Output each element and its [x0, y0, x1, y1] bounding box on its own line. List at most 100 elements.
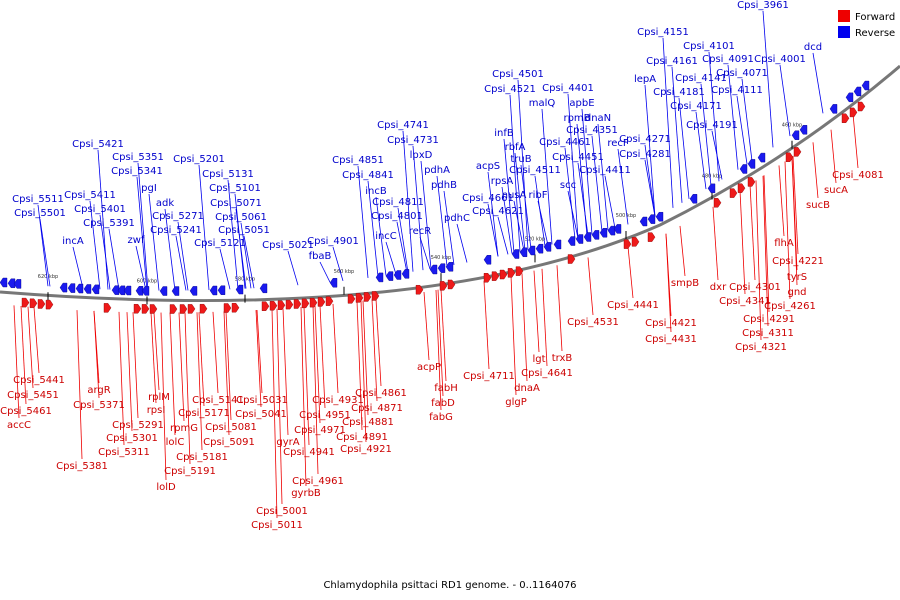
gene-label-forward: Cpsi_5451 [7, 390, 59, 401]
leader-line [708, 51, 720, 182]
gene-label-reverse: Cpsi_4101 [683, 41, 735, 52]
forward-gene-arrow [179, 304, 188, 314]
reverse-gene-arrow [429, 264, 438, 275]
gene-label-forward: Cpsi_5141 [192, 395, 244, 406]
leader-line [300, 306, 307, 487]
reverse-gene-arrow [527, 245, 536, 256]
forward-gene-arrow [499, 269, 508, 280]
leader-line [72, 246, 84, 289]
leader-line [240, 222, 252, 289]
leader-line [564, 147, 576, 239]
gene-label-forward: Cpsi_4971 [294, 425, 346, 436]
gene-label-reverse: Cpsi_4811 [372, 197, 424, 208]
forward-gene-arrow [785, 152, 794, 162]
legend-reverse-swatch [838, 26, 850, 38]
gene-label-reverse: lepA [634, 74, 656, 85]
reverse-gene-arrow [583, 232, 592, 242]
reverse-gene-arrow [83, 284, 92, 294]
leader-line [510, 275, 517, 396]
leader-line [591, 135, 603, 232]
leader-line [256, 309, 263, 394]
forward-gene-arrow [857, 101, 866, 112]
leader-line [779, 64, 791, 137]
forward-gene-arrow [623, 239, 632, 249]
reverse-gene-arrow [117, 285, 126, 296]
gene-label-reverse: Cpsi_4411 [579, 165, 631, 176]
gene-label-forward: Cpsi_5181 [176, 452, 228, 463]
leader-line [184, 312, 191, 465]
leader-line [830, 129, 837, 184]
leader-line [763, 175, 770, 313]
gene-label-reverse: recF [607, 138, 629, 149]
kbp-label: 620 kbp [38, 274, 58, 280]
gene-label-reverse: Cpsi_5511 [12, 194, 64, 205]
forward-gene-arrow [355, 293, 364, 303]
leader-line [371, 299, 378, 402]
leader-line [712, 206, 719, 281]
forward-gene-arrow [223, 303, 232, 313]
genome-caption: Chlamydophila psittaci RD1 genome. - 0..… [323, 580, 576, 591]
forward-gene-arrow [169, 304, 178, 314]
gene-label-forward: gyrA [276, 437, 299, 448]
gene-label-reverse: Cpsi_5051 [218, 225, 270, 236]
genome-backbone [0, 64, 900, 303]
leader-line [227, 179, 239, 290]
reverse-gene-arrow [159, 286, 168, 296]
gene-label-reverse: infB [494, 128, 514, 139]
leader-line [567, 93, 579, 239]
gene-label-reverse: Cpsi_4511 [509, 165, 561, 176]
gene-label-reverse: Cpsi_4171 [670, 101, 722, 112]
leader-line [487, 171, 499, 257]
gene-label-reverse: Cpsi_4091 [702, 54, 754, 65]
leader-line [852, 113, 859, 169]
gene-label-reverse: Cpsi_5401 [74, 204, 126, 215]
reverse-gene-arrow [791, 130, 800, 140]
gene-label-forward: gyrbB [291, 488, 321, 499]
leader-line [792, 156, 799, 255]
gene-label-forward: accC [7, 420, 31, 431]
legend-forward-swatch [838, 10, 850, 22]
gene-label-reverse: dnaN [585, 113, 611, 124]
leader-lines [13, 10, 859, 519]
leader-line [219, 248, 231, 290]
leader-line [644, 84, 656, 217]
leader-line [20, 306, 27, 405]
gene-label-forward: Cpsi_4861 [355, 388, 407, 399]
reverse-gene-arrow [385, 271, 394, 281]
leader-line [487, 203, 499, 257]
forward-gene-arrow [631, 237, 640, 247]
forward-gene-arrow [317, 297, 326, 307]
gene-label-forward: rpsI [147, 405, 166, 416]
gene-label-reverse: Cpsi_4731 [387, 135, 439, 146]
gene-label-forward: Cpsi_4881 [342, 417, 394, 428]
gene-label-forward: Cpsi_4891 [336, 432, 388, 443]
kbp-label: 520 kbp [525, 236, 545, 242]
gene-label-reverse: Cpsi_4661 [462, 193, 514, 204]
leader-line [198, 164, 210, 291]
gene-label-reverse: rpsA [491, 176, 514, 187]
reverse-gene-arrow [511, 249, 520, 259]
leader-line [556, 265, 563, 352]
kbp-label: 460 kbp [782, 123, 802, 129]
gene-label-reverse: pdhB [431, 180, 457, 191]
leader-line [700, 83, 712, 187]
leader-line [396, 221, 408, 273]
gene-label-reverse: incC [375, 231, 397, 242]
gene-label-forward: Cpsi_5011 [251, 520, 303, 531]
gene-label-forward: fabD [431, 398, 455, 409]
leader-line [483, 281, 490, 370]
gene-label-reverse: Cpsi_4191 [686, 120, 738, 131]
leader-line [440, 289, 447, 382]
gene-label-forward: lgt [532, 354, 545, 365]
gene-label-forward: Cpsi_4941 [283, 447, 335, 458]
gene-label-reverse: Cpsi_5411 [64, 190, 116, 201]
leader-line [402, 130, 414, 272]
gene-label-reverse: Cpsi_5501 [14, 208, 66, 219]
gene-label-forward: Cpsi_5191 [164, 466, 216, 477]
reverse-gene-arrow [747, 159, 756, 169]
gene-label-reverse: lpxD [410, 150, 433, 161]
forward-gene-arrow [187, 304, 196, 314]
reverse-gene-arrow [217, 285, 226, 295]
gene-label-reverse: Cpsi_4461 [539, 137, 591, 148]
reverse-gene-arrow [639, 216, 648, 227]
